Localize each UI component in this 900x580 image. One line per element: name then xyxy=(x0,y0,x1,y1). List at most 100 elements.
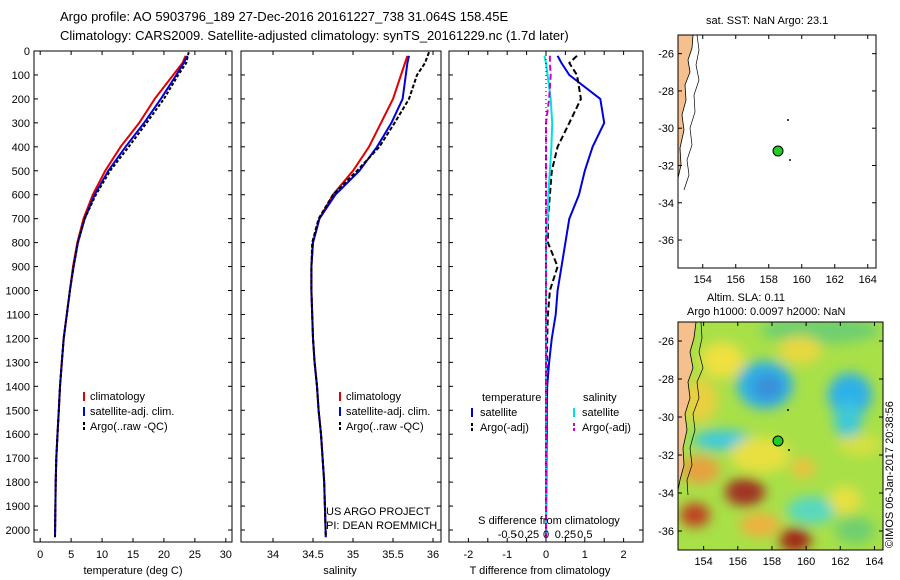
legend-label: Argo(..raw -QC) xyxy=(90,421,168,433)
x-tick-label-salinity: 0 xyxy=(543,529,549,541)
map-y-tick-label: -34 xyxy=(658,198,674,210)
legend-label: satellite-adj. clim. xyxy=(346,406,430,418)
x-tick-label: 34 xyxy=(267,549,279,561)
x-tick-label: -1 xyxy=(502,549,512,561)
series-group xyxy=(543,55,606,538)
plot-area xyxy=(241,51,441,542)
figure-title-line1: Argo profile: AO 5903796_189 27-Dec-2016… xyxy=(60,9,508,24)
map-x-tick-label: 154 xyxy=(694,556,712,568)
sst-map-island xyxy=(789,159,791,161)
sla-heatmap-field xyxy=(680,322,882,550)
pi-annotation: US ARGO PROJECT xyxy=(326,506,431,518)
x-tick-label: 10 xyxy=(96,549,108,561)
x-tick-label: 0 xyxy=(543,549,549,561)
salinity-panel: 34 34.5 35 35.5 36 salinity climatology satelli… xyxy=(240,50,442,577)
y-tick-label: 200 xyxy=(12,94,30,106)
legend-label: climatology xyxy=(90,391,146,403)
y-tick-label: 600 xyxy=(12,190,30,202)
sst-map-frame xyxy=(677,34,877,269)
legend-label: satellite xyxy=(582,407,619,419)
map-x-tick-label: 158 xyxy=(760,274,778,286)
figure-title-line2: Climatology: CARS2009. Satellite-adjuste… xyxy=(60,28,569,43)
y-tick-label: 0 xyxy=(24,46,30,58)
map-x-tick-label: 164 xyxy=(865,556,883,568)
y-tick-label: 2000 xyxy=(6,525,30,537)
y-tick-label: 1400 xyxy=(6,381,30,393)
x-tick-label: 20 xyxy=(158,549,170,561)
sla-map-float-marker xyxy=(772,435,784,447)
x-axis-label: temperature (deg C) xyxy=(83,565,182,577)
y-tick-label: 500 xyxy=(12,166,30,178)
x-tick-label: 15 xyxy=(127,549,139,561)
legend-label: Argo(-adj) xyxy=(582,422,631,434)
y-tick-label: 1900 xyxy=(6,501,30,513)
map-x-tick-label: 156 xyxy=(729,556,747,568)
map-y-tick-label: -26 xyxy=(658,49,674,61)
map-x-tick-label: 158 xyxy=(763,556,781,568)
x-tick-label-salinity: 0.5 xyxy=(577,529,592,541)
x-tick-label: 0 xyxy=(37,549,43,561)
x-tick-label: 25 xyxy=(189,549,201,561)
sst-map-shelf-contour xyxy=(683,35,700,191)
y-tick-label: 100 xyxy=(12,70,30,82)
legend-label: Argo(-adj) xyxy=(480,422,529,434)
legend-label: satellite xyxy=(480,407,517,419)
x-tick-label: 35 xyxy=(347,549,359,561)
salinity-diff-label: S difference from climatology xyxy=(478,515,620,527)
pi-annotation: PI: DEAN ROEMMICH xyxy=(326,520,437,532)
map-x-tick-label: 162 xyxy=(831,556,849,568)
map-x-tick-label: 162 xyxy=(826,274,844,286)
sst-map-float-marker xyxy=(772,145,784,157)
plot-frame xyxy=(240,50,442,543)
sla-map-land xyxy=(678,322,697,491)
y-tick-label: 1100 xyxy=(6,309,30,321)
sla-map-title-line2: Argo h1000: 0.0097 h2000: NaN xyxy=(687,306,845,318)
map-y-tick-label: -32 xyxy=(658,450,674,462)
y-tick-label: 1300 xyxy=(6,357,30,369)
map-y-tick-label: -36 xyxy=(658,526,674,538)
sla-map-island xyxy=(787,409,789,411)
sst-map-title: sat. SST: NaN Argo: 23.1 xyxy=(706,15,828,27)
x-tick-label: 34.5 xyxy=(302,549,323,561)
x-tick-label: 30 xyxy=(220,549,232,561)
imos-credit: ©IMOS 06-Jan-2017 20:38:56 xyxy=(884,401,896,548)
x-tick-label-salinity: -0.5 xyxy=(498,529,517,541)
legend-heading: temperature xyxy=(482,392,541,404)
legend-label: Argo(..raw -QC) xyxy=(346,421,424,433)
sla-map-title-line1: Altim. SLA: 0.11 xyxy=(707,292,785,304)
x-tick-label: 5 xyxy=(68,549,74,561)
map-y-tick-label: -30 xyxy=(658,412,674,424)
y-tick-label: 400 xyxy=(12,142,30,154)
legend-label: climatology xyxy=(346,391,402,403)
y-tick-label: 1200 xyxy=(6,333,30,345)
sst-map-panel: sat. SST: NaN Argo: 23.1 154 156 158 160 162… xyxy=(658,15,877,286)
y-tick-label: 1500 xyxy=(6,405,30,417)
y-tick-label: 300 xyxy=(12,118,30,130)
map-x-tick-label: 160 xyxy=(797,556,815,568)
map-y-tick-label: -28 xyxy=(658,86,674,98)
sla-map-shelf-contour xyxy=(686,322,704,496)
x-tick-label-salinity: 0.25 xyxy=(555,529,576,541)
map-x-tick-label: 154 xyxy=(694,274,712,286)
x-tick-label: 36 xyxy=(427,549,439,561)
map-y-tick-label: -34 xyxy=(658,488,674,500)
y-tick-label: 900 xyxy=(12,262,30,274)
sst-map-island xyxy=(787,119,789,121)
x-tick-label: 2 xyxy=(621,549,627,561)
x-tick-label: -2 xyxy=(464,549,474,561)
map-y-tick-label: -32 xyxy=(658,160,674,172)
sla-map-panel: Altim. SLA: 0.11 Argo h1000: 0.0097 h200… xyxy=(658,292,884,568)
legend-heading: salinity xyxy=(583,392,617,404)
legend-label: satellite-adj. clim. xyxy=(90,406,174,418)
x-tick-label: 35.5 xyxy=(382,549,403,561)
plot-area xyxy=(34,51,232,542)
x-tick-label-salinity: -0.25 xyxy=(514,529,539,541)
y-tick-label: 1600 xyxy=(6,429,30,441)
y-tick-label: 700 xyxy=(12,214,30,226)
sla-map-frame xyxy=(677,321,884,551)
map-y-tick-label: -26 xyxy=(658,336,674,348)
series-line-argo-adj- xyxy=(545,55,582,538)
map-y-tick-label: -28 xyxy=(658,374,674,386)
x-axis-label: T difference from climatology xyxy=(470,565,611,577)
